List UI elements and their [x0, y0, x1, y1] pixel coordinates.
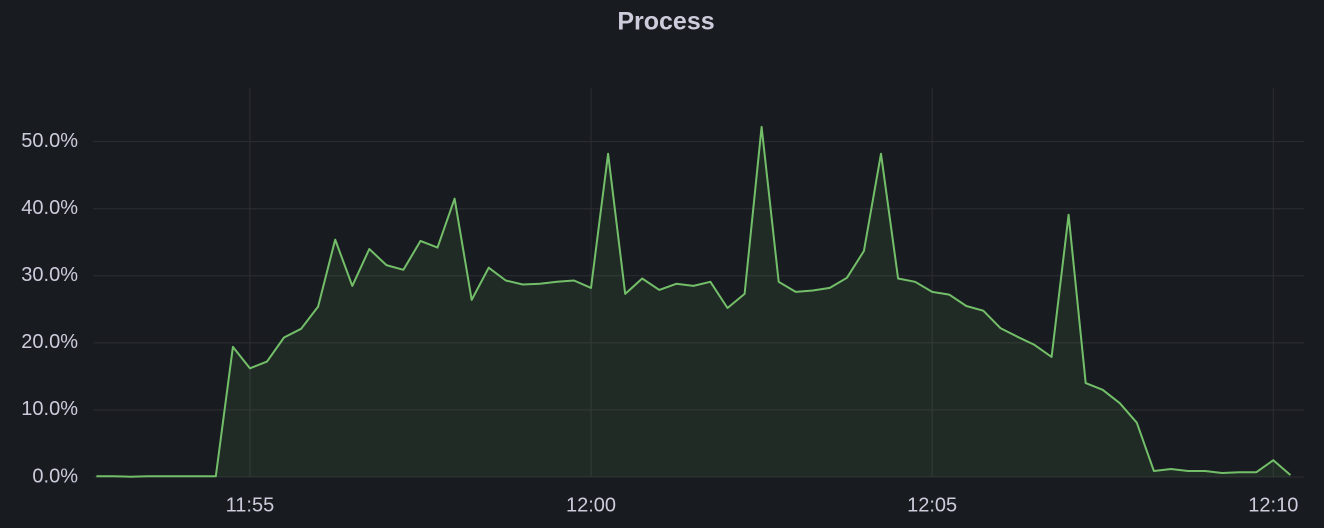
- y-tick-label: 50.0%: [21, 130, 78, 152]
- y-tick-label: 30.0%: [21, 264, 78, 286]
- x-tick-label: 11:55: [226, 494, 275, 516]
- chart-title: Process: [617, 8, 714, 36]
- x-tick-label: 12:00: [566, 494, 616, 516]
- y-tick-label: 40.0%: [21, 197, 78, 219]
- x-tick-label: 12:05: [907, 494, 957, 516]
- x-tick-label: 12:10: [1248, 494, 1298, 516]
- y-tick-label: 10.0%: [21, 398, 78, 420]
- area: [96, 126, 1291, 478]
- y-tick-label: 20.0%: [21, 331, 78, 353]
- y-tick-label: 0.0%: [32, 465, 78, 487]
- line: [96, 125, 1292, 478]
